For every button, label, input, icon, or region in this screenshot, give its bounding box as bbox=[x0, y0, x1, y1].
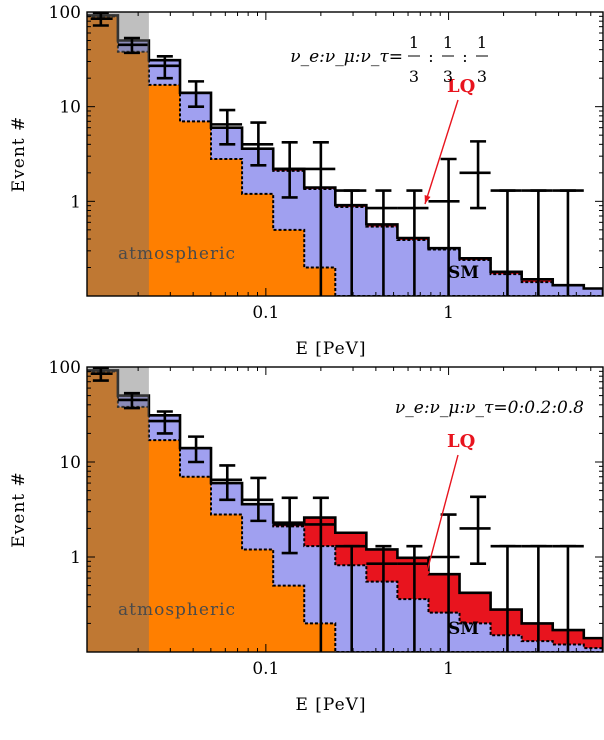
lq-label: LQ bbox=[447, 76, 475, 97]
top-panel: 1 10 100 0.1 1 E [PeV] Event # atmospheric SM LQ ν… bbox=[9, 3, 604, 359]
data-point bbox=[148, 55, 181, 80]
data-point bbox=[180, 80, 212, 108]
excluded-shade bbox=[87, 12, 149, 296]
data-point bbox=[242, 121, 274, 167]
data-point bbox=[490, 189, 522, 296]
fraction-numerator: 1 bbox=[477, 33, 487, 52]
atmospheric-histogram bbox=[87, 16, 603, 296]
x-axis-label: E [PeV] bbox=[295, 339, 366, 359]
ratio-separator: : bbox=[462, 47, 467, 66]
data-point bbox=[428, 513, 460, 652]
y-tick-label: 100 bbox=[49, 358, 81, 378]
data-point bbox=[490, 544, 522, 652]
fraction-numerator: 1 bbox=[409, 33, 419, 52]
lq-outline bbox=[87, 369, 603, 652]
data-point bbox=[335, 544, 367, 652]
y-axis-label: Event # bbox=[9, 116, 29, 193]
ratio-separator: : bbox=[428, 47, 433, 66]
lq-arrow bbox=[424, 99, 459, 205]
sm-outline bbox=[87, 369, 603, 652]
lq-arrow bbox=[424, 454, 459, 580]
data-point bbox=[211, 108, 243, 146]
lq-arrow-head bbox=[424, 570, 431, 579]
y-tick-label: 10 bbox=[59, 98, 81, 118]
plot-area bbox=[87, 367, 603, 652]
data-point bbox=[180, 435, 212, 464]
atmospheric-outline bbox=[87, 15, 603, 296]
fraction-denominator: 3 bbox=[443, 67, 453, 86]
x-tick-label: 0.1 bbox=[252, 303, 279, 323]
data-point bbox=[459, 495, 491, 566]
data-point bbox=[148, 410, 181, 435]
data-point bbox=[304, 141, 336, 296]
y-tick-label: 1 bbox=[70, 548, 81, 568]
fraction-denominator: 3 bbox=[409, 67, 419, 86]
atmospheric-label: atmospheric bbox=[118, 600, 236, 620]
data-point bbox=[211, 464, 243, 502]
x-tick-label: 1 bbox=[443, 659, 454, 679]
data-point bbox=[90, 12, 113, 27]
data-point bbox=[366, 544, 398, 652]
data-point bbox=[521, 544, 553, 652]
lq-outline bbox=[87, 14, 603, 296]
data-point bbox=[335, 189, 367, 296]
data-point bbox=[459, 140, 491, 210]
data-point bbox=[428, 157, 460, 296]
y-tick-label: 1 bbox=[70, 192, 81, 212]
y-tick-label: 10 bbox=[59, 453, 81, 473]
bottom-panel: 1 10 100 0.1 1 E [PeV] Event # atmospheric SM LQ ν… bbox=[9, 358, 604, 715]
data-point bbox=[273, 496, 305, 555]
plot-frame bbox=[86, 366, 604, 653]
data-point bbox=[117, 36, 148, 55]
atmospheric-histogram bbox=[87, 371, 603, 652]
fraction-numerator: 1 bbox=[443, 33, 453, 52]
lq-arrow-head bbox=[424, 195, 431, 204]
data-point bbox=[242, 476, 274, 523]
y-tick-label: 100 bbox=[49, 3, 81, 23]
data-point bbox=[397, 189, 429, 296]
plot-area bbox=[87, 12, 603, 296]
data-point bbox=[552, 544, 584, 652]
lq-label: LQ bbox=[447, 431, 475, 452]
data-point bbox=[90, 367, 113, 382]
data-point bbox=[273, 141, 305, 199]
data-point bbox=[521, 189, 553, 296]
sm-label: SM bbox=[448, 263, 479, 283]
data-point bbox=[366, 189, 398, 296]
data-point bbox=[117, 391, 148, 410]
data-point bbox=[552, 189, 584, 296]
data-point bbox=[304, 496, 336, 652]
flavor-ratio-label: ν_e:ν_μ:ν_τ=0:0.2:0.8 bbox=[395, 398, 584, 418]
excluded-shade bbox=[87, 367, 149, 652]
x-tick-label: 0.1 bbox=[252, 659, 279, 679]
atmospheric-outline bbox=[87, 370, 603, 652]
sm-label: SM bbox=[448, 619, 479, 639]
y-axis-label: Event # bbox=[9, 471, 29, 548]
data-point bbox=[397, 544, 429, 652]
x-tick-label: 1 bbox=[443, 303, 454, 323]
atmospheric-label: atmospheric bbox=[118, 244, 236, 264]
x-axis-label: E [PeV] bbox=[295, 695, 366, 715]
fraction-denominator: 3 bbox=[477, 67, 487, 86]
plot-frame bbox=[86, 11, 604, 297]
flavor-ratio-label: ν_e:ν_μ:ν_τ= bbox=[290, 47, 403, 67]
